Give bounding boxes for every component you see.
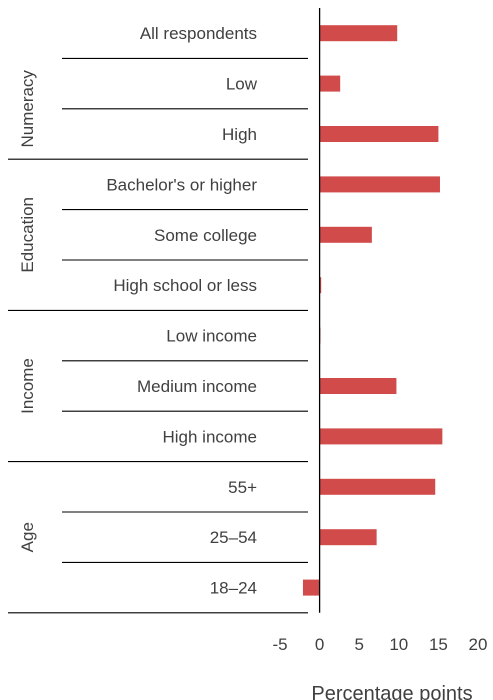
category-label: High [222,125,257,144]
bars [302,25,443,596]
category-label: Low [226,75,258,94]
bar [319,126,439,142]
category-label: All respondents [140,24,257,43]
x-tick-label: 5 [354,635,363,654]
x-tick-labels: -5 0 5 10 15 20 [272,635,487,654]
group-labels: Numeracy Education Income Age [18,70,37,553]
bar [302,579,320,596]
bar [319,478,436,495]
x-tick-label: 20 [469,635,488,654]
category-label: 18–24 [210,579,257,598]
bar [319,529,377,546]
category-label: Low income [166,327,257,346]
bar [319,25,398,42]
x-tick-label: 0 [315,635,324,654]
x-tick-label: 10 [389,635,408,654]
group-label: Education [18,197,37,273]
category-label: Bachelor's or higher [106,175,257,194]
category-label: 25–54 [210,528,257,547]
bar [319,428,443,445]
row-separators [8,57,308,614]
x-axis-title: Percentage points [311,683,472,700]
bar [319,226,372,243]
category-labels: All respondents Low High Bachelor's or high… [106,24,257,597]
bar [319,378,397,394]
category-label: Medium income [137,377,257,396]
x-tick-label: 15 [429,635,448,654]
bar [319,277,322,294]
category-label: High school or less [113,276,257,295]
category-label: Some college [154,226,257,245]
group-label: Income [18,358,37,414]
x-tick-label: -5 [272,635,287,654]
bar [319,75,341,92]
group-label: Numeracy [18,70,37,148]
category-label: High income [163,427,258,446]
bar [319,176,440,193]
category-label: 55+ [228,478,257,497]
group-label: Age [18,522,37,552]
